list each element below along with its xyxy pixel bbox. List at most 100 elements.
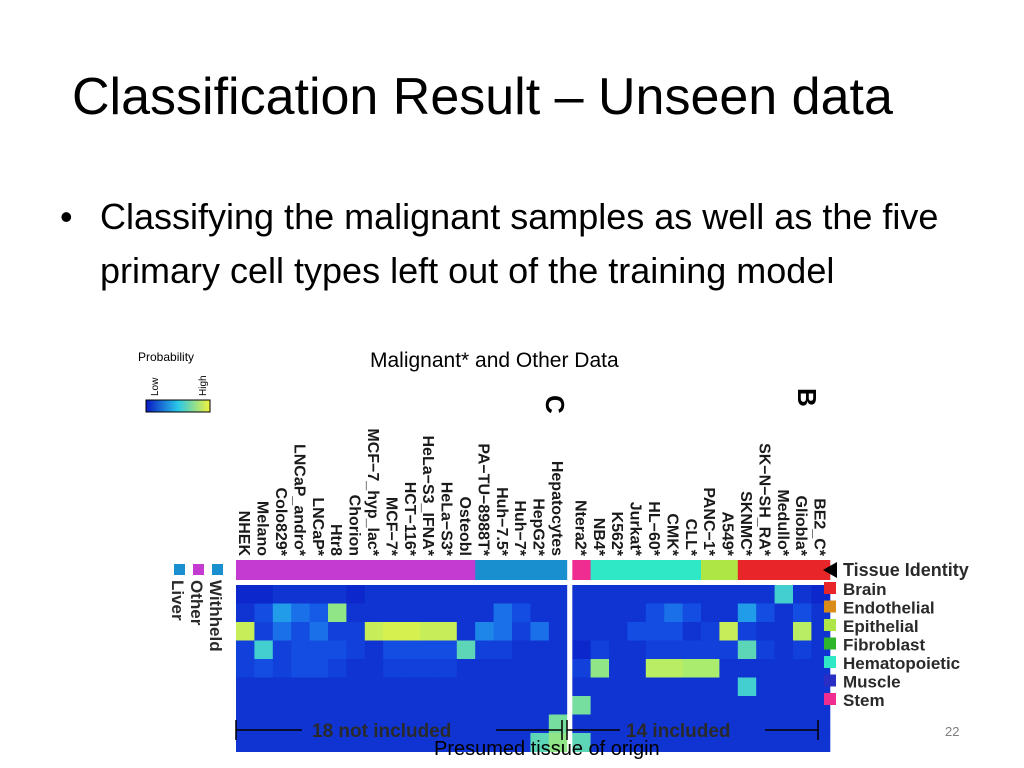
heatmap-cell [254, 696, 274, 715]
heatmap-cell [272, 585, 292, 604]
heatmap-cell [383, 714, 403, 734]
heatmap-cell [664, 733, 684, 752]
heatmap-cell [272, 659, 292, 678]
heatmap-cell [627, 659, 647, 678]
heatmap-cell [364, 696, 384, 715]
panel-label-b: B [792, 388, 822, 407]
heatmap-cell [383, 603, 403, 623]
heatmap-cell [254, 603, 274, 623]
identity-cell [811, 560, 831, 580]
identity-cell [645, 560, 665, 580]
heatmap-cell [475, 659, 495, 678]
heatmap-cell [756, 714, 776, 734]
heatmap-cell [456, 714, 476, 734]
heatmap-cell [774, 696, 794, 715]
column-label: MCF−7* [382, 497, 399, 557]
heatmap-cell [364, 659, 384, 678]
column-label: Osteobl [456, 496, 473, 556]
heatmap-cell [719, 733, 739, 752]
heatmap-cell [682, 585, 702, 604]
heatmap-cell [737, 585, 757, 604]
heatmap-cell [309, 640, 329, 660]
heatmap-cell [512, 640, 531, 660]
heatmap-cell [774, 585, 794, 604]
heatmap-cell [512, 659, 531, 678]
heatmap-cell [572, 585, 592, 604]
tissue-legend: BrainEndothelialEpithelialFibroblastHema… [824, 580, 960, 710]
heatmap-cell [590, 714, 610, 734]
heatmap-cell [438, 714, 458, 734]
heatmap-cell [236, 585, 255, 604]
heatmap-cell [493, 659, 513, 678]
heatmap-cell [774, 733, 794, 752]
heatmap-cell [493, 714, 513, 734]
column-label: K562* [608, 512, 625, 557]
tissue-identity-arrow-icon [823, 562, 837, 578]
heatmap-cell [590, 733, 610, 752]
heatmap-cell [609, 696, 628, 715]
heatmap-cell [609, 585, 628, 604]
column-label: HepG2* [530, 498, 547, 557]
heatmap-cell [548, 677, 568, 697]
heatmap-cell [438, 603, 458, 623]
identity-cell [236, 560, 255, 580]
heatmap-cell [438, 733, 458, 752]
column-label: Ntera2* [571, 500, 588, 557]
heatmap-cell [627, 585, 647, 604]
heatmap-cell [512, 603, 531, 623]
heatmap-cell [236, 640, 255, 660]
heatmap-separator [567, 558, 573, 752]
heatmap-cell [291, 585, 311, 604]
heatmap-cell [309, 622, 329, 641]
heatmap-cell [664, 603, 684, 623]
heatmap-cell [756, 733, 776, 752]
heatmap-cell [682, 603, 702, 623]
heatmap-cell [774, 603, 794, 623]
heatmap-cell [328, 585, 347, 604]
heatmap-cell [254, 585, 274, 604]
column-label: Jurkat* [627, 502, 644, 557]
heatmap-cell [811, 714, 831, 734]
heatmap-cell [645, 640, 665, 660]
heatmap-cell [572, 696, 592, 715]
identity-cell [719, 560, 739, 580]
heatmap-cell [609, 622, 628, 641]
heatmap-cell [793, 714, 812, 734]
heatmap-cell [701, 696, 720, 715]
heatmap-cell [737, 696, 757, 715]
heatmap-cell [328, 640, 347, 660]
heatmap-cell [236, 603, 255, 623]
heatmap-cell [737, 640, 757, 660]
heatmap-cell [401, 696, 421, 715]
bracket-included-label: 14 included [626, 721, 731, 742]
heatmap-cell [272, 603, 292, 623]
heatmap-cell [291, 622, 311, 641]
heatmap-cell [719, 696, 739, 715]
column-label: MCF−7_hyp_lac* [364, 428, 381, 556]
heatmap-cell [701, 659, 720, 678]
heatmap-cell [719, 603, 739, 623]
heatmap-cell [548, 640, 568, 660]
heatmap-cell [236, 733, 255, 752]
heatmap-cell [609, 640, 628, 660]
heatmap-cell [346, 733, 366, 752]
heatmap-cell [530, 696, 550, 715]
heatmap-cell [701, 640, 720, 660]
heatmap-cell [309, 603, 329, 623]
column-label: SK−N−SH_RA* [755, 443, 772, 557]
heatmap-cell [272, 640, 292, 660]
heatmap-cell [309, 714, 329, 734]
heatmap-cell [254, 733, 274, 752]
heatmap-cell [364, 677, 384, 697]
heatmap-cell [756, 585, 776, 604]
heatmap-cell [401, 714, 421, 734]
identity-cell [737, 560, 757, 580]
heatmap-cell [346, 603, 366, 623]
heatmap-cell [401, 585, 421, 604]
heatmap-cell [364, 640, 384, 660]
heatmap-cell [364, 603, 384, 623]
identity-cell [364, 560, 384, 580]
heatmap-cell [682, 733, 702, 752]
column-label: CMK* [663, 513, 680, 556]
identity-cell [530, 560, 550, 580]
